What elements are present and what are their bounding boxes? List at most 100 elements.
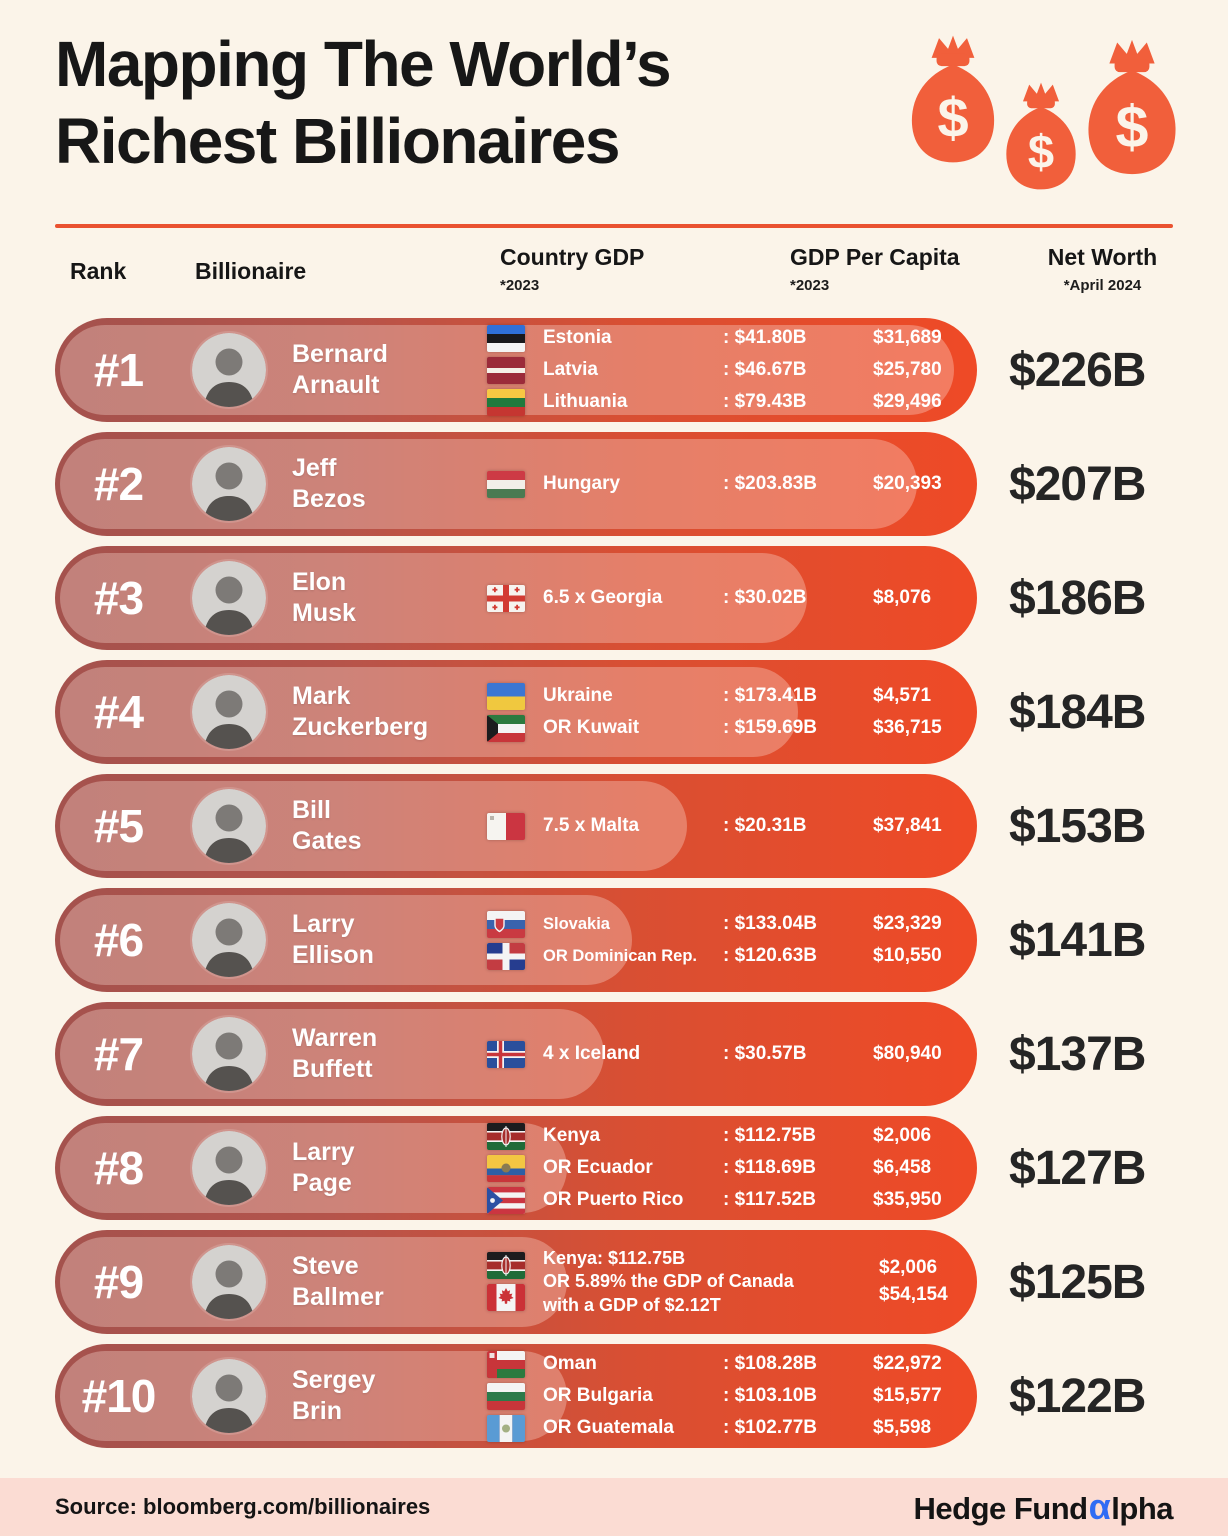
flag-kenya-icon (487, 1122, 525, 1150)
country-gdp-value: : $108.28B (723, 1353, 818, 1374)
name-last: Ballmer (292, 1283, 384, 1311)
gdp-per-capita-value: $8,076 (873, 587, 932, 608)
country-gdp-value: : $30.02B (723, 587, 807, 608)
billionaire-row: #1 Bernard Arnault Estonia: $41.80B $31,689 L… (55, 318, 1173, 422)
country-gdp-value: : $133.04B (723, 913, 818, 934)
rank-label: #8 (93, 1142, 144, 1194)
column-header-rank: Rank (70, 258, 127, 284)
country-gdp-text: Kenya: $112.75B OR 5.89% the GDP of Canad… (487, 1247, 977, 1317)
brand-alpha-glyph: α (1088, 1486, 1111, 1527)
country-gdp-block: Ukraine: $173.41B $4,571 OR Kuwait: $159.6… (444, 682, 977, 743)
country-gdp-block: 4 x Iceland: $30.57B $80,940 (444, 1040, 977, 1069)
billionaire-photo (192, 675, 266, 749)
gdp-per-capita-value: $6,458 (873, 1157, 932, 1178)
row-pill: #2 Jeff Bezos Hungary: $203.83B $20,393 (55, 432, 977, 536)
row-pill: #3 Elon Musk 6.5 x Georgia: $30.02B $8,076 (55, 546, 977, 650)
country-gdp-value: : $118.69B (723, 1157, 816, 1178)
country-gdp-value: : $30.57B (723, 1043, 807, 1064)
gdp-per-capita-value: $37,841 (873, 815, 942, 836)
billionaire-photo (192, 333, 266, 407)
divider (55, 224, 1173, 228)
gdp-text-lines: Kenya: $112.75B OR 5.89% the GDP of Canad… (543, 1247, 879, 1317)
gdp-per-capita-value: $23,329 (873, 913, 942, 934)
rank-label: #1 (93, 344, 144, 396)
rank-label: #9 (93, 1256, 144, 1308)
name-first: Elon (292, 568, 347, 596)
flag-ecuador-icon (487, 1154, 525, 1182)
country-line: OR Puerto Rico: $117.52B $35,950 (487, 1186, 977, 1215)
rank-label: #3 (93, 572, 144, 624)
rank-label: #2 (93, 458, 144, 510)
gdp-text-line: OR 5.89% the GDP of Canada (543, 1271, 794, 1292)
brand-text-suffix: lpha (1111, 1491, 1173, 1526)
country-label: Latvia (543, 359, 598, 380)
billionaire-name: Elon Musk (292, 567, 444, 629)
country-line: Ukraine: $173.41B $4,571 (487, 682, 977, 711)
flag-kenya-icon (487, 1252, 525, 1280)
rank-label: #5 (93, 800, 144, 852)
name-last: Brin (292, 1397, 342, 1425)
flag-iceland-icon (487, 1040, 525, 1068)
net-worth-value: $122B (1009, 1369, 1146, 1423)
row-pill: #5 Bill Gates 7.5 x Malta: $20.31B $37,841 (55, 774, 977, 878)
gdp-per-capita-value: $29,496 (873, 391, 942, 412)
country-line: OR Bulgaria: $103.10B $15,577 (487, 1382, 977, 1411)
country-line: 7.5 x Malta: $20.31B $37,841 (487, 812, 977, 841)
name-first: Larry (292, 1138, 355, 1166)
column-note-gdp-per-capita: *2023 (790, 277, 830, 294)
country-gdp-value: : $203.83B (723, 473, 818, 494)
country-gdp-value: : $41.80B (723, 327, 807, 348)
name-first: Larry (292, 910, 355, 938)
country-label: OR Puerto Rico (543, 1189, 684, 1210)
name-last: Musk (292, 599, 356, 627)
name-last: Zuckerberg (292, 713, 429, 741)
gdp-per-capita-value: $22,972 (873, 1353, 942, 1374)
money-bags-illustration: $ $ $ (902, 32, 1186, 192)
net-worth-value: $186B (1009, 571, 1146, 625)
billionaire-row: #9 Steve Ballmer Kenya: $112.75B OR 5.89% th… (55, 1230, 1173, 1334)
title-line-2: Richest Billionaires (55, 104, 620, 177)
flag-canada-icon (487, 1284, 525, 1312)
billionaire-photo (192, 447, 266, 521)
column-header-gdp-per-capita: GDP Per Capita (790, 244, 960, 270)
brand-logo: Hedge Fundαlpha (914, 1486, 1174, 1528)
money-bag-icon: $ (1078, 37, 1186, 177)
country-label: 7.5 x Malta (543, 815, 640, 836)
billionaire-row: #8 Larry Page Kenya: $112.75B $2,006 OR Ecuad… (55, 1116, 1173, 1220)
gdp-per-capita-value: $31,689 (873, 327, 942, 348)
country-gdp-value: : $79.43B (723, 391, 807, 412)
country-line: Estonia : $41.80B $31,689 (487, 324, 977, 353)
name-last: Ellison (292, 941, 374, 969)
name-first: Sergey (292, 1366, 376, 1394)
billionaire-row: #3 Elon Musk 6.5 x Georgia: $30.02B $8,076 $1… (55, 546, 1173, 650)
net-worth-value: $125B (1009, 1255, 1146, 1309)
net-worth-value: $137B (1009, 1027, 1146, 1081)
billionaire-name: Larry Ellison (292, 909, 444, 971)
gdp-text-line: Kenya: $112.75B (543, 1247, 686, 1268)
gdp-per-capita-value: $5,598 (873, 1417, 932, 1438)
billionaire-name: Jeff Bezos (292, 453, 444, 515)
title-line-1: Mapping The World’s (55, 28, 672, 100)
column-header-billionaire: Billionaire (195, 258, 307, 284)
gdp-per-capita-value: $10,550 (873, 945, 942, 966)
country-line: Latvia: $46.67B $25,780 (487, 356, 977, 385)
country-line: Lithuania : $79.43B $29,496 (487, 388, 977, 417)
country-gdp-block: Kenya: $112.75B $2,006 OR Ecuador: $118.69… (444, 1122, 977, 1215)
country-gdp-block: 6.5 x Georgia: $30.02B $8,076 (444, 584, 977, 613)
gdp-per-capita-value: $36,715 (873, 717, 942, 738)
country-gdp-value: : $112.75B (723, 1125, 816, 1146)
country-gdp-block: Slovakia: $133.04B $23,329 OR Dominican Re… (444, 910, 977, 971)
net-worth-value: $141B (1009, 913, 1146, 967)
flags-column (487, 1252, 525, 1312)
country-label: OR Ecuador (543, 1157, 653, 1178)
country-label: Lithuania (543, 391, 628, 412)
country-gdp-value: : $117.52B (723, 1189, 816, 1210)
name-first: Jeff (292, 454, 337, 482)
row-pill: #8 Larry Page Kenya: $112.75B $2,006 OR Ecuad… (55, 1116, 977, 1220)
country-gdp-block: Estonia : $41.80B $31,689 Latvia: $46.67B $2… (444, 324, 977, 417)
name-first: Warren (292, 1024, 378, 1052)
flag-dominican-republic-icon (487, 942, 525, 970)
flag-slovakia-icon (487, 910, 525, 938)
country-label: Estonia (543, 327, 612, 348)
